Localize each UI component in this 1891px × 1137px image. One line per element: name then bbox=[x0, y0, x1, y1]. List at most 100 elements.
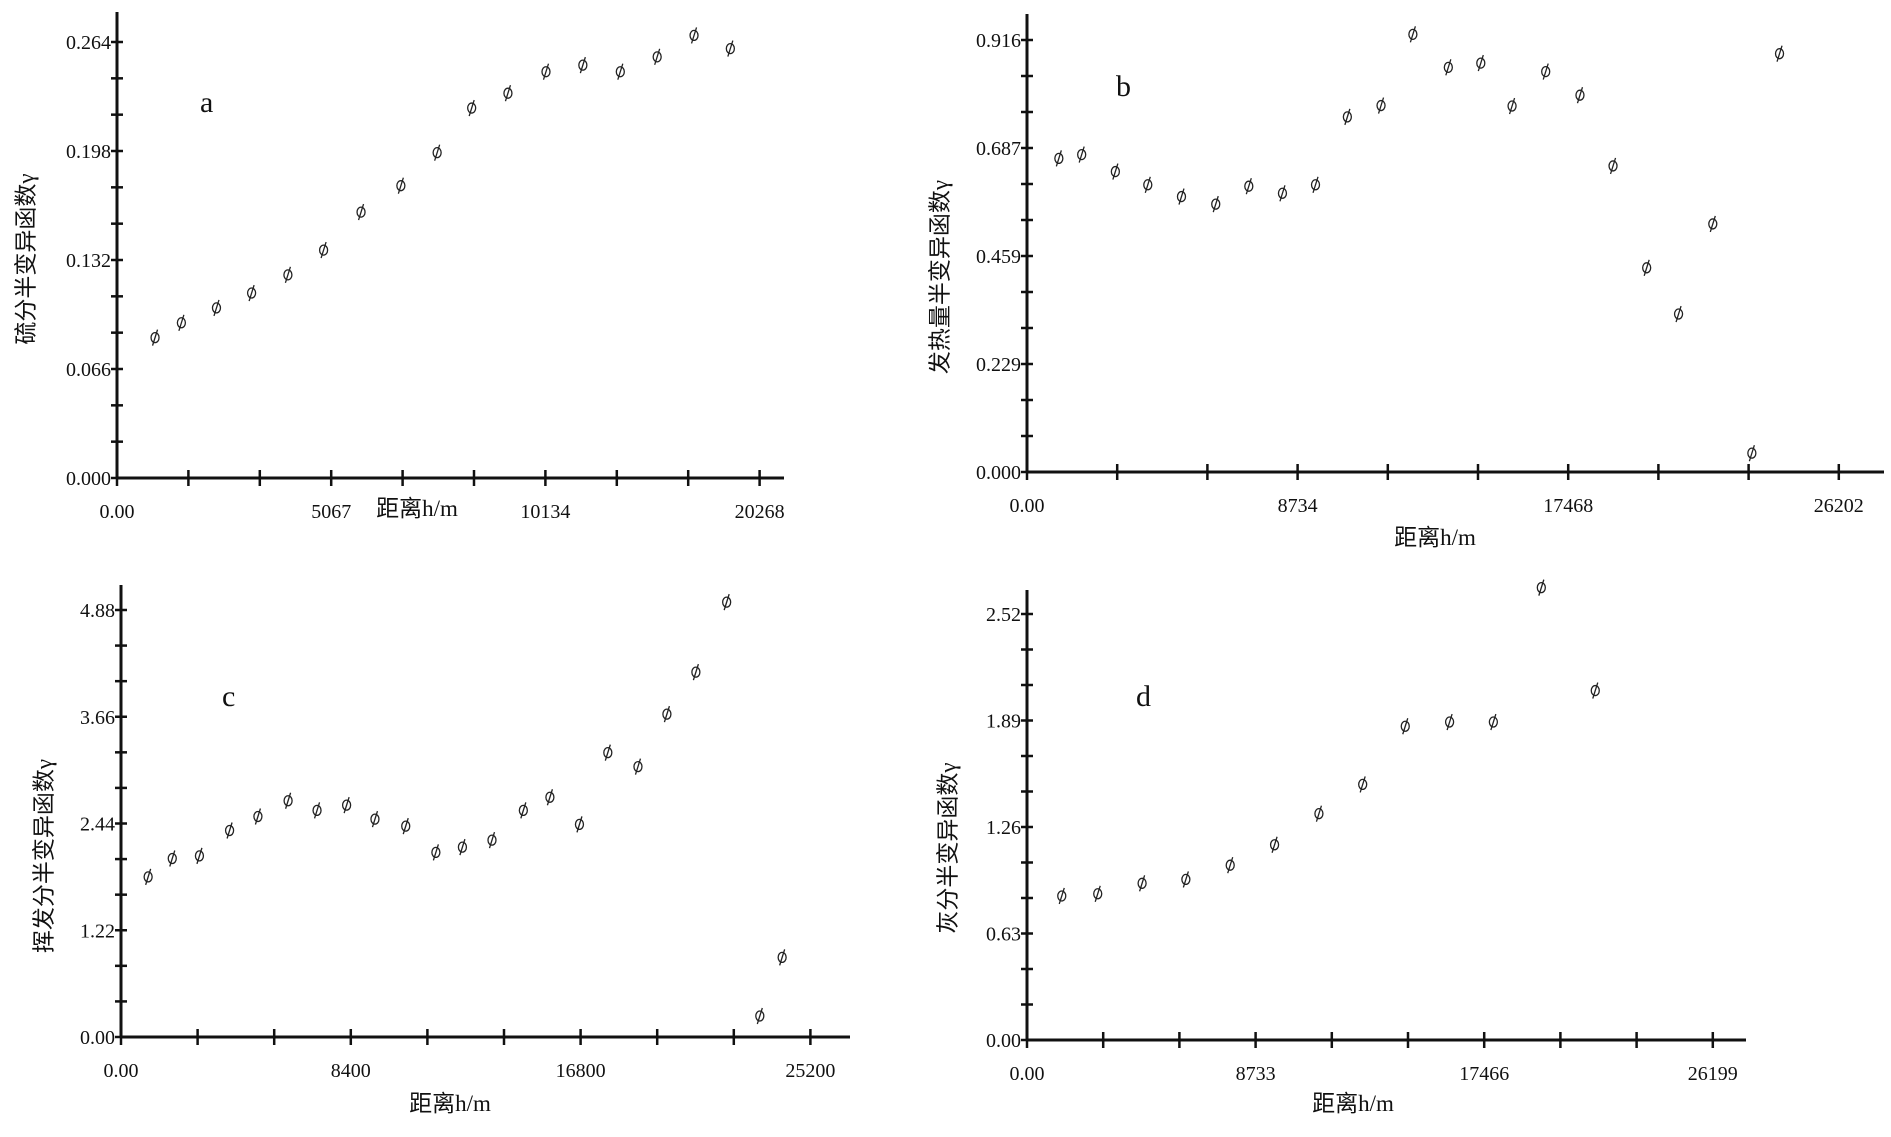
marker-circle bbox=[432, 147, 442, 159]
data-point bbox=[1244, 178, 1254, 195]
marker-circle bbox=[1310, 179, 1321, 191]
marker-circle bbox=[603, 746, 613, 759]
marker-slash bbox=[371, 810, 379, 828]
data-point bbox=[176, 314, 187, 331]
data-point bbox=[312, 802, 322, 819]
marker-slash bbox=[1445, 59, 1452, 76]
panel-a: 0.00 5067 10134 20268 0.000 0.066 0.132 0.198 0.… bbox=[13, 12, 785, 523]
marker-slash bbox=[546, 789, 554, 806]
data-point bbox=[1358, 776, 1368, 793]
marker-slash bbox=[576, 816, 583, 833]
y-tick-label: 0.687 bbox=[976, 138, 1021, 160]
marker-circle bbox=[1077, 148, 1087, 161]
data-point bbox=[1211, 195, 1221, 213]
data-point bbox=[652, 48, 662, 66]
marker-circle bbox=[1342, 111, 1353, 123]
marker-slash bbox=[488, 831, 496, 849]
marker-circle bbox=[194, 850, 205, 862]
marker-slash bbox=[226, 822, 233, 839]
y-tick-label: 0.066 bbox=[66, 359, 111, 381]
marker-circle bbox=[487, 834, 497, 846]
marker-circle bbox=[541, 66, 551, 78]
marker-circle bbox=[725, 42, 735, 55]
marker-slash bbox=[178, 314, 185, 331]
marker-circle bbox=[1110, 165, 1121, 178]
marker-circle bbox=[396, 180, 406, 192]
x-tick-label: 25200 bbox=[785, 1060, 835, 1082]
data-point bbox=[1110, 163, 1121, 180]
data-point bbox=[662, 705, 672, 723]
marker-slash bbox=[617, 63, 624, 80]
data-point bbox=[777, 949, 787, 966]
data-point bbox=[689, 27, 699, 44]
data-point bbox=[615, 63, 625, 80]
marker-slash bbox=[151, 329, 159, 346]
marker-circle bbox=[370, 813, 380, 825]
marker-slash bbox=[1402, 718, 1409, 735]
data-point bbox=[633, 758, 643, 775]
data-point bbox=[518, 802, 528, 819]
marker-slash bbox=[604, 744, 611, 761]
data-point bbox=[283, 792, 293, 809]
data-point bbox=[341, 796, 352, 814]
data-point bbox=[246, 284, 257, 302]
marker-circle bbox=[341, 799, 352, 811]
data-point bbox=[1443, 59, 1453, 76]
y-tick-label: 0.132 bbox=[66, 250, 111, 272]
marker-circle bbox=[1376, 99, 1386, 112]
marker-slash bbox=[145, 868, 152, 886]
marker-circle bbox=[246, 287, 257, 299]
marker-circle bbox=[467, 102, 477, 114]
data-point bbox=[1408, 26, 1418, 43]
marker-slash bbox=[663, 705, 671, 723]
data-point bbox=[457, 838, 468, 856]
marker-slash bbox=[1112, 163, 1119, 180]
data-point bbox=[1608, 157, 1618, 175]
panel-c: 0.00 8400 16800 25200 0.00 1.22 2.44 3.66 4.88 距离… bbox=[31, 585, 850, 1116]
marker-circle bbox=[662, 708, 672, 720]
marker-slash bbox=[1542, 63, 1549, 80]
y-tick-label: 1.89 bbox=[986, 711, 1021, 733]
data-point bbox=[1774, 45, 1785, 62]
marker-slash bbox=[1576, 86, 1584, 104]
y-tick-label: 0.229 bbox=[976, 354, 1021, 376]
marker-slash bbox=[1094, 885, 1101, 902]
marker-slash bbox=[779, 949, 786, 966]
data-point bbox=[1575, 86, 1585, 104]
y-tick-label: 0.459 bbox=[976, 246, 1021, 268]
panel-b: 0.00 8734 17468 26202 0.000 0.229 0.459 0.687 0.… bbox=[927, 14, 1884, 550]
data-point bbox=[1143, 176, 1153, 193]
marker-slash bbox=[1178, 188, 1185, 205]
y-tick-label: 0.00 bbox=[80, 1027, 115, 1049]
marker-circle bbox=[1176, 190, 1187, 203]
marker-slash bbox=[1776, 45, 1783, 62]
data-point bbox=[1269, 836, 1280, 853]
marker-circle bbox=[318, 244, 329, 256]
marker-circle bbox=[1476, 57, 1486, 69]
data-point bbox=[578, 56, 588, 74]
marker-slash bbox=[1508, 97, 1516, 115]
marker-circle bbox=[1408, 28, 1418, 40]
data-point bbox=[1376, 97, 1386, 114]
panel-letter: c bbox=[222, 680, 235, 713]
data-point bbox=[691, 663, 701, 681]
marker-slash bbox=[1446, 713, 1453, 731]
marker-slash bbox=[1748, 444, 1755, 462]
data-point bbox=[1708, 215, 1718, 233]
data-point bbox=[1488, 713, 1499, 731]
y-tick-label: 0.00 bbox=[986, 1030, 1021, 1052]
data-point bbox=[318, 241, 329, 259]
x-tick-label: 0.00 bbox=[1010, 1063, 1045, 1085]
marker-circle bbox=[1093, 888, 1103, 900]
y-tick-label: 0.000 bbox=[976, 462, 1021, 484]
marker-slash bbox=[248, 284, 255, 302]
marker-slash bbox=[397, 177, 404, 194]
marker-slash bbox=[654, 48, 661, 66]
marker-slash bbox=[634, 758, 642, 775]
marker-slash bbox=[1643, 259, 1650, 276]
x-tick-label: 8733 bbox=[1236, 1063, 1276, 1085]
marker-circle bbox=[1137, 877, 1147, 889]
marker-circle bbox=[1269, 839, 1280, 851]
marker-circle bbox=[356, 206, 366, 218]
marker-slash bbox=[434, 144, 441, 161]
